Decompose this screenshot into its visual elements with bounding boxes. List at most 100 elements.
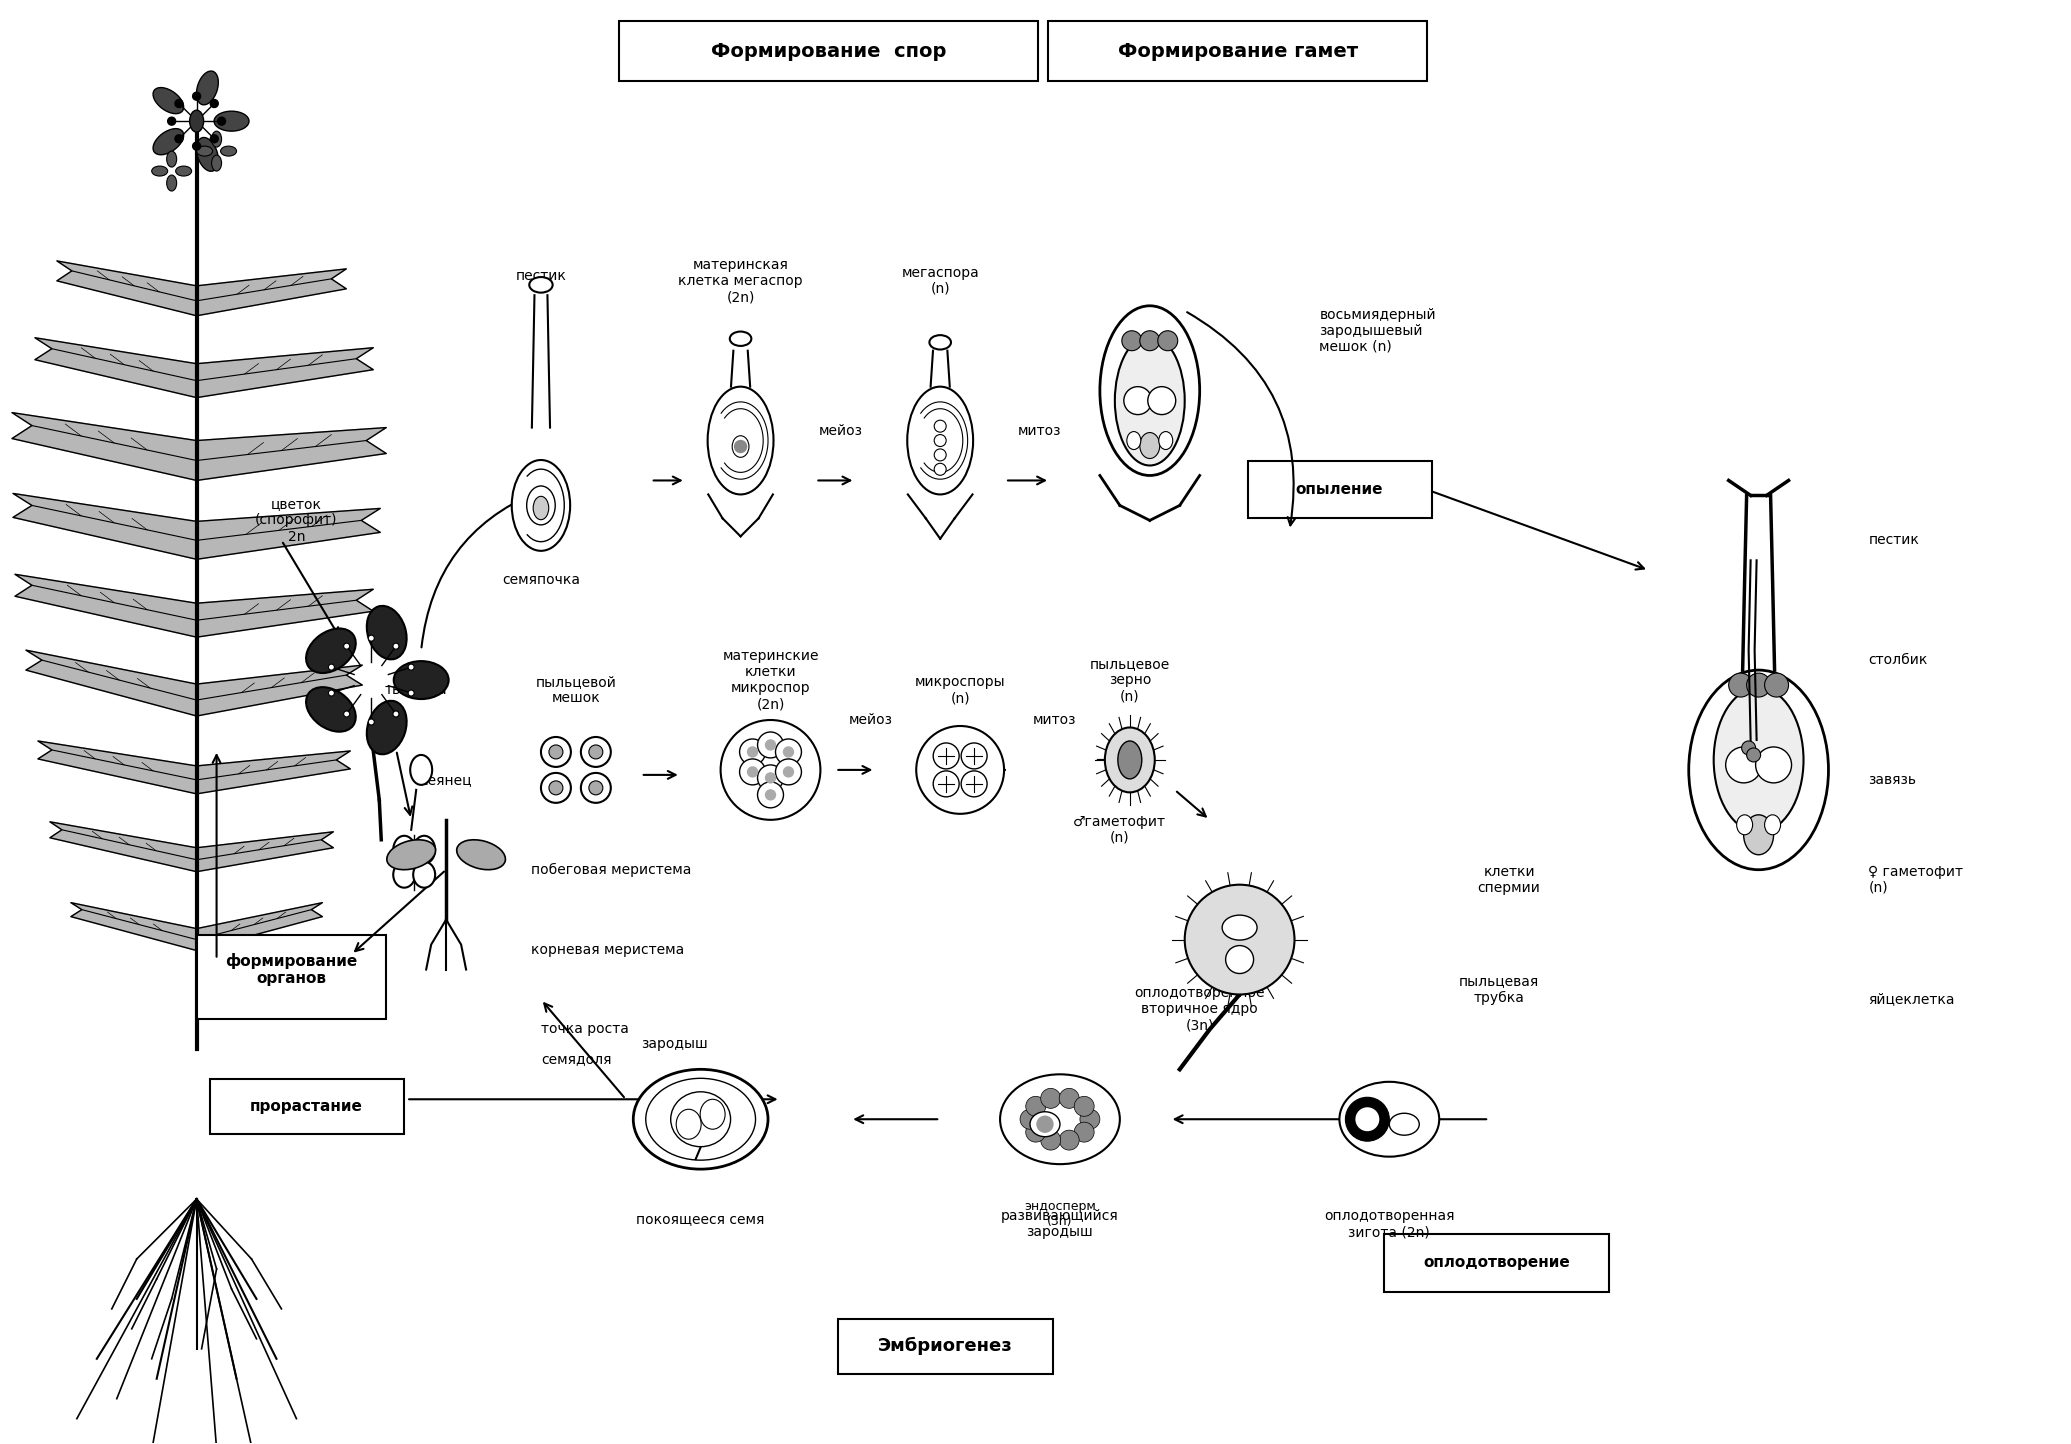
- Text: корневая меристема: корневая меристема: [530, 943, 683, 956]
- Circle shape: [1122, 331, 1141, 351]
- Polygon shape: [197, 666, 362, 716]
- Bar: [1048, 22, 1427, 81]
- Circle shape: [1746, 748, 1760, 762]
- Circle shape: [748, 767, 758, 777]
- Ellipse shape: [1160, 432, 1172, 449]
- Circle shape: [168, 117, 176, 126]
- Ellipse shape: [153, 88, 184, 114]
- Polygon shape: [27, 650, 197, 716]
- Circle shape: [1042, 1089, 1060, 1109]
- Ellipse shape: [307, 687, 356, 732]
- Text: пестик: пестик: [1868, 533, 1920, 547]
- Circle shape: [1756, 747, 1791, 783]
- Ellipse shape: [1738, 814, 1752, 835]
- Circle shape: [1354, 1108, 1379, 1131]
- Circle shape: [1147, 387, 1176, 414]
- Bar: [197, 934, 387, 1019]
- Text: Формирование гамет: Формирование гамет: [1118, 42, 1359, 61]
- Circle shape: [766, 773, 775, 783]
- Ellipse shape: [197, 146, 213, 156]
- Polygon shape: [197, 508, 381, 559]
- Circle shape: [1185, 885, 1294, 995]
- Circle shape: [758, 732, 783, 758]
- Text: ♂гаметофит
(n): ♂гаметофит (n): [1073, 814, 1166, 845]
- Text: опыление: опыление: [1296, 482, 1383, 497]
- Text: оплодотворенная
зигота (2n): оплодотворенная зигота (2n): [1323, 1209, 1454, 1239]
- Circle shape: [1079, 1109, 1100, 1129]
- Circle shape: [783, 747, 793, 757]
- Ellipse shape: [708, 387, 772, 494]
- Text: эндосперм
(3n): эндосперм (3n): [1023, 1200, 1096, 1227]
- Circle shape: [193, 142, 201, 150]
- Circle shape: [1058, 1089, 1079, 1109]
- Circle shape: [961, 744, 988, 768]
- Bar: [839, 1318, 1052, 1373]
- Bar: [1383, 1235, 1609, 1292]
- Ellipse shape: [934, 420, 946, 432]
- Circle shape: [1058, 1131, 1079, 1149]
- Ellipse shape: [197, 137, 217, 172]
- Text: мейоз: мейоз: [818, 423, 862, 438]
- Circle shape: [217, 117, 226, 126]
- Ellipse shape: [213, 111, 249, 131]
- Ellipse shape: [197, 71, 217, 105]
- Ellipse shape: [1340, 1082, 1439, 1157]
- Circle shape: [1139, 331, 1160, 351]
- Ellipse shape: [211, 131, 222, 147]
- Polygon shape: [197, 751, 350, 794]
- Circle shape: [748, 747, 758, 757]
- Ellipse shape: [1100, 306, 1199, 475]
- Polygon shape: [70, 902, 197, 950]
- Text: завязь: завязь: [1868, 773, 1916, 787]
- Polygon shape: [37, 741, 197, 794]
- Circle shape: [915, 726, 1004, 814]
- Circle shape: [174, 134, 182, 143]
- Circle shape: [766, 739, 775, 749]
- Circle shape: [1025, 1122, 1046, 1142]
- Text: мегаспора
(n): мегаспора (n): [901, 266, 980, 296]
- Ellipse shape: [934, 464, 946, 475]
- Ellipse shape: [580, 736, 611, 767]
- Circle shape: [739, 760, 766, 786]
- Text: побеговая меристема: побеговая меристема: [530, 862, 692, 877]
- Ellipse shape: [580, 773, 611, 803]
- Circle shape: [1725, 747, 1762, 783]
- Ellipse shape: [634, 1070, 768, 1170]
- Circle shape: [766, 790, 775, 800]
- Circle shape: [1025, 1096, 1046, 1116]
- Ellipse shape: [191, 110, 203, 133]
- Circle shape: [1764, 673, 1789, 697]
- Circle shape: [369, 719, 375, 725]
- Bar: [1247, 461, 1433, 518]
- Ellipse shape: [1000, 1074, 1120, 1164]
- Ellipse shape: [1713, 687, 1804, 832]
- Ellipse shape: [729, 332, 752, 347]
- Polygon shape: [12, 413, 197, 481]
- Polygon shape: [197, 902, 323, 950]
- Circle shape: [393, 710, 400, 718]
- Text: покоящееся семя: покоящееся семя: [636, 1212, 764, 1226]
- Circle shape: [1125, 387, 1151, 414]
- Text: пыльцевое
зерно
(n): пыльцевое зерно (n): [1089, 657, 1170, 703]
- Text: оплодотворённое
вторичное ядро
(3n): оплодотворённое вторичное ядро (3n): [1135, 986, 1265, 1032]
- Circle shape: [934, 771, 959, 797]
- Text: тычинка: тычинка: [385, 683, 447, 697]
- Circle shape: [588, 781, 603, 794]
- Polygon shape: [197, 832, 333, 872]
- Polygon shape: [197, 348, 373, 397]
- Ellipse shape: [222, 146, 236, 156]
- Bar: [209, 1079, 404, 1134]
- Circle shape: [1042, 1131, 1060, 1149]
- Ellipse shape: [1390, 1113, 1419, 1135]
- Text: микроспоры
(n): микроспоры (n): [915, 674, 1004, 705]
- Ellipse shape: [410, 755, 433, 786]
- Circle shape: [549, 781, 563, 794]
- Ellipse shape: [526, 487, 555, 524]
- Circle shape: [934, 744, 959, 768]
- Circle shape: [1746, 673, 1771, 697]
- Circle shape: [1075, 1122, 1093, 1142]
- Circle shape: [344, 710, 350, 718]
- Text: столбик: столбик: [1868, 653, 1928, 667]
- Text: митоз: митоз: [1033, 713, 1077, 726]
- Ellipse shape: [700, 1099, 725, 1129]
